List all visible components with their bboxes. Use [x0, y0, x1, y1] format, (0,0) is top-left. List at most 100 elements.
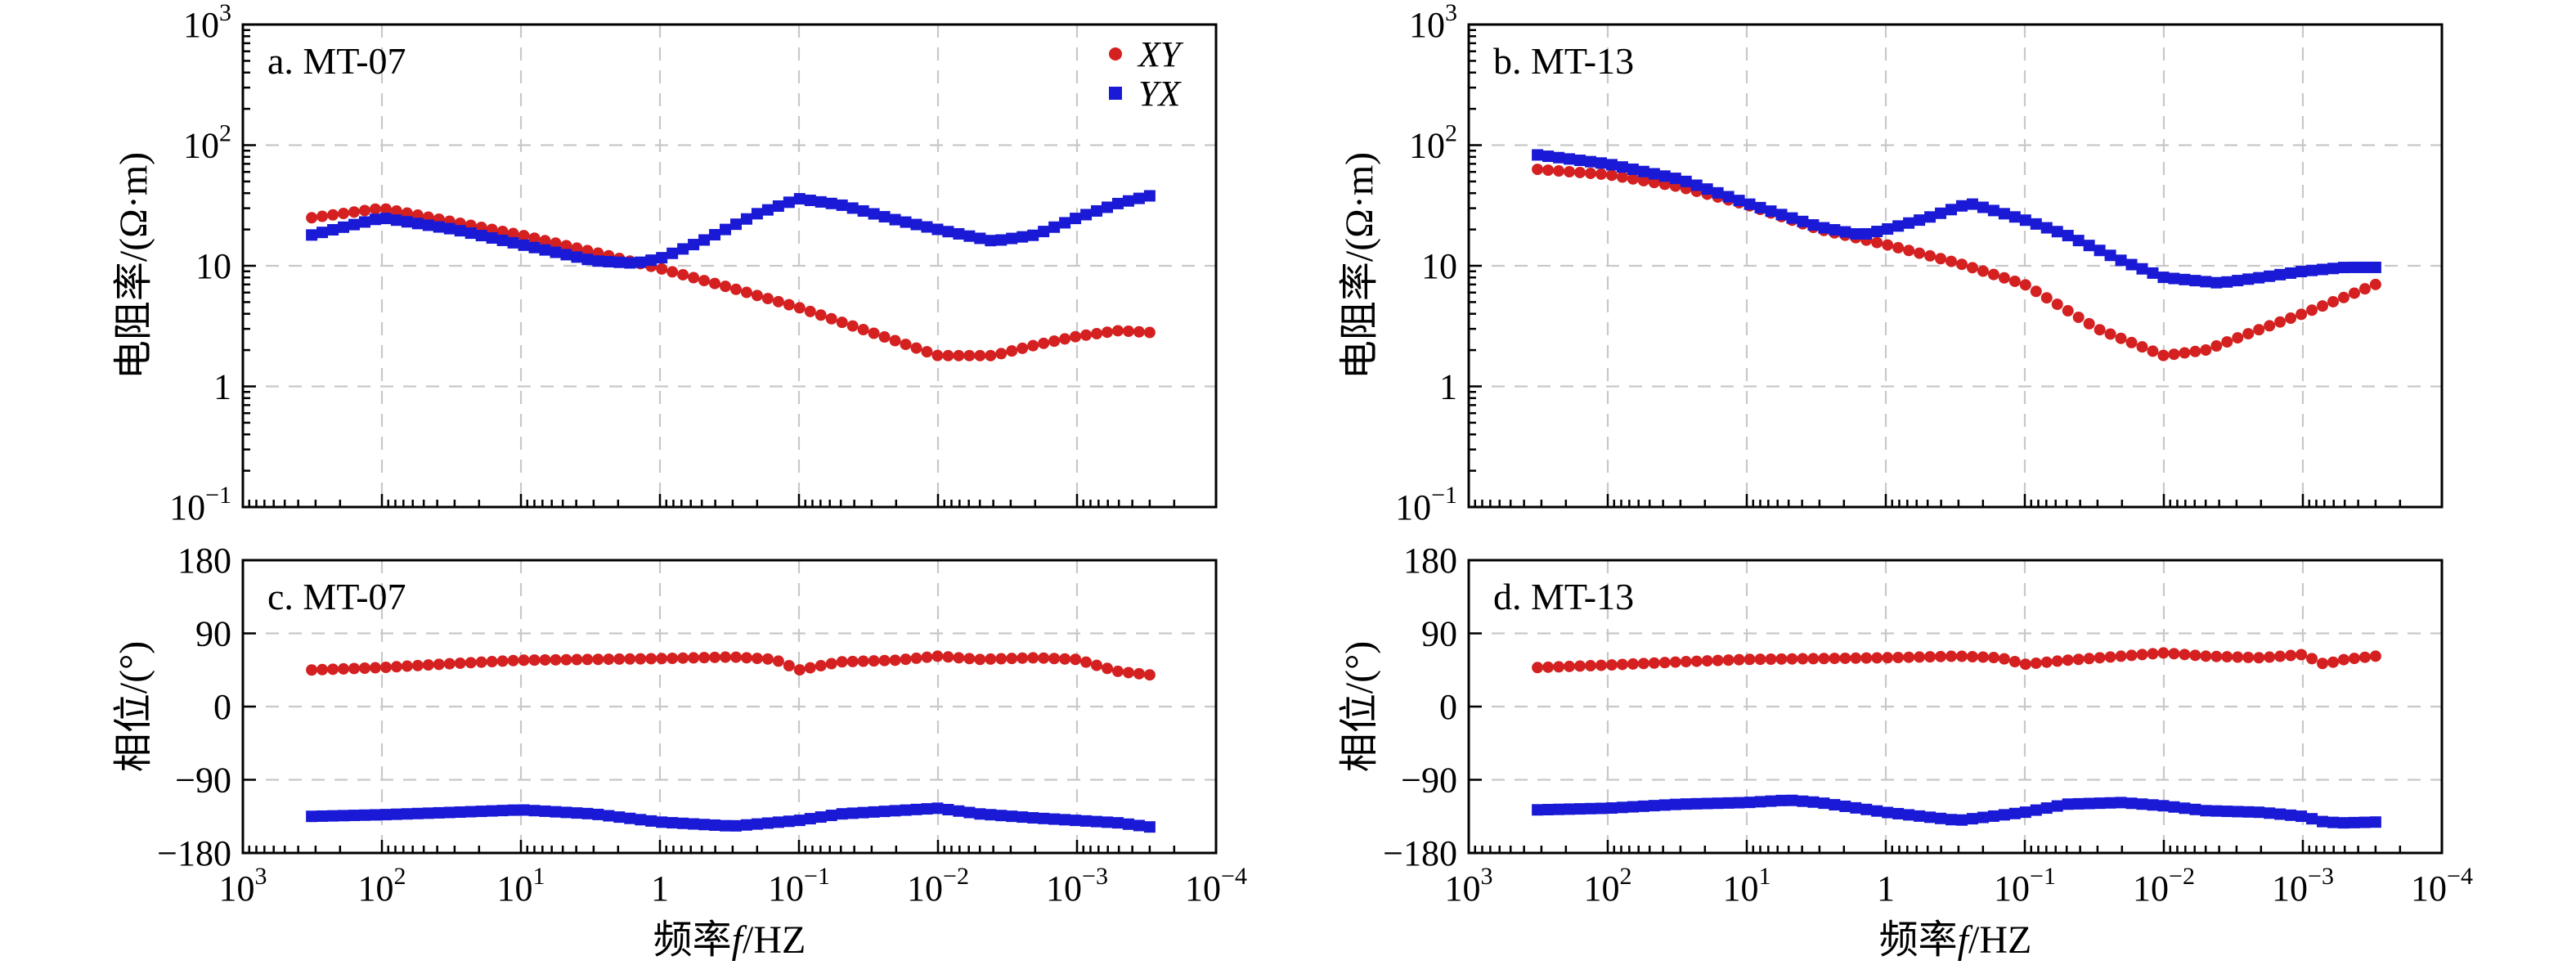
point-xy-a: [974, 349, 986, 361]
point-xy-d: [2040, 656, 2053, 668]
point-xy-a: [1048, 335, 1061, 348]
point-xy-b: [2189, 345, 2201, 357]
point-xy-d: [2083, 653, 2095, 665]
point-xy-b: [1542, 164, 1555, 177]
point-yx-a: [1111, 197, 1124, 209]
y-tick-label: 180: [1403, 541, 1457, 581]
point-xy-a: [560, 240, 572, 252]
point-yx-b: [1945, 204, 1958, 216]
point-xy-d: [2337, 653, 2349, 666]
point-yx-d: [2115, 797, 2127, 809]
point-yx-c: [635, 814, 647, 826]
point-yx-b: [1744, 198, 1756, 210]
point-yx-a: [910, 218, 922, 231]
point-yx-b: [2369, 261, 2381, 273]
point-yx-b: [1786, 212, 1798, 224]
point-yx-b: [2179, 273, 2191, 285]
point-xy-a: [1006, 345, 1018, 357]
point-yx-d: [1966, 813, 1978, 825]
point-xy-b: [1914, 247, 1926, 259]
point-yx-c: [825, 810, 837, 822]
point-xy-c: [369, 662, 381, 674]
point-yx-d: [2327, 816, 2340, 828]
point-yx-d: [2337, 817, 2349, 829]
x-axis-title-right-pre: 频率: [1879, 918, 1958, 962]
point-xy-b: [1553, 165, 1565, 177]
point-xy-b: [2327, 295, 2340, 307]
point-yx-d: [2221, 806, 2233, 818]
point-xy-c: [698, 652, 711, 664]
point-yx-b: [1658, 170, 1671, 182]
point-xy-a: [507, 227, 519, 240]
point-xy-b: [1871, 236, 1883, 249]
point-xy-c: [688, 652, 700, 664]
point-xy-b: [1595, 168, 1607, 180]
point-xy-a: [666, 266, 679, 278]
point-yx-a: [953, 227, 965, 240]
point-xy-d: [2232, 651, 2244, 663]
point-xy-a: [720, 281, 732, 293]
point-yx-c: [603, 810, 615, 822]
point-xy-a: [656, 263, 668, 275]
point-xy-d: [2168, 648, 2180, 660]
point-yx-a: [974, 232, 986, 245]
point-xy-a: [761, 293, 774, 305]
point-yx-c: [688, 818, 700, 830]
point-yx-c: [306, 810, 318, 823]
point-xy-c: [306, 664, 318, 676]
point-yx-c: [571, 807, 583, 819]
point-xy-d: [1955, 650, 1968, 662]
point-xy-b: [1977, 265, 1989, 277]
point-xy-d: [2008, 656, 2021, 668]
point-xy-d: [2327, 656, 2340, 668]
point-yx-a: [348, 218, 361, 231]
point-xy-d: [1977, 651, 1989, 663]
point-yx-d: [2125, 797, 2138, 810]
point-yx-a: [878, 211, 891, 223]
point-xy-a: [518, 230, 530, 242]
point-xy-d: [1648, 657, 1660, 669]
point-xy-b: [1935, 253, 1947, 265]
point-xy-a: [496, 226, 509, 238]
point-xy-d: [1584, 660, 1596, 672]
point-xy-d: [1532, 662, 1544, 674]
point-xy-a: [1133, 325, 1145, 338]
point-xy-b: [2072, 311, 2085, 323]
legend-yx-marker: [1109, 87, 1122, 100]
point-yx-b: [2327, 263, 2340, 275]
point-yx-c: [486, 805, 498, 817]
point-yx-d: [2094, 797, 2106, 810]
point-yx-c: [369, 809, 381, 821]
point-yx-c: [528, 805, 541, 817]
point-yx-d: [1892, 807, 1905, 819]
point-yx-b: [1955, 200, 1968, 212]
point-yx-a: [401, 216, 413, 228]
point-yx-b: [1584, 155, 1596, 168]
point-yx-a: [635, 256, 647, 268]
point-yx-d: [1722, 797, 1735, 809]
point-yx-a: [942, 226, 954, 238]
point-xy-b: [2221, 336, 2233, 348]
point-xy-a: [921, 346, 933, 358]
point-yx-c: [348, 810, 361, 822]
point-xy-a: [825, 312, 837, 325]
point-xy-b: [2030, 285, 2042, 298]
point-xy-a: [316, 210, 329, 222]
point-yx-c: [338, 810, 350, 822]
point-yx-c: [846, 807, 859, 819]
point-xy-c: [1091, 659, 1103, 671]
point-yx-c: [751, 818, 763, 830]
point-xy-b: [1648, 177, 1660, 189]
point-yx-b: [1701, 183, 1713, 195]
point-yx-d: [2051, 800, 2063, 812]
y-tick-label: 10: [195, 246, 231, 286]
point-xy-c: [327, 663, 339, 676]
point-yx-c: [1080, 815, 1093, 827]
point-xy-a: [338, 208, 350, 220]
point-yx-a: [836, 199, 848, 211]
point-yx-a: [464, 227, 477, 240]
point-xy-c: [475, 656, 487, 668]
point-yx-c: [857, 806, 869, 819]
point-yx-c: [401, 808, 413, 820]
point-yx-a: [985, 235, 997, 247]
